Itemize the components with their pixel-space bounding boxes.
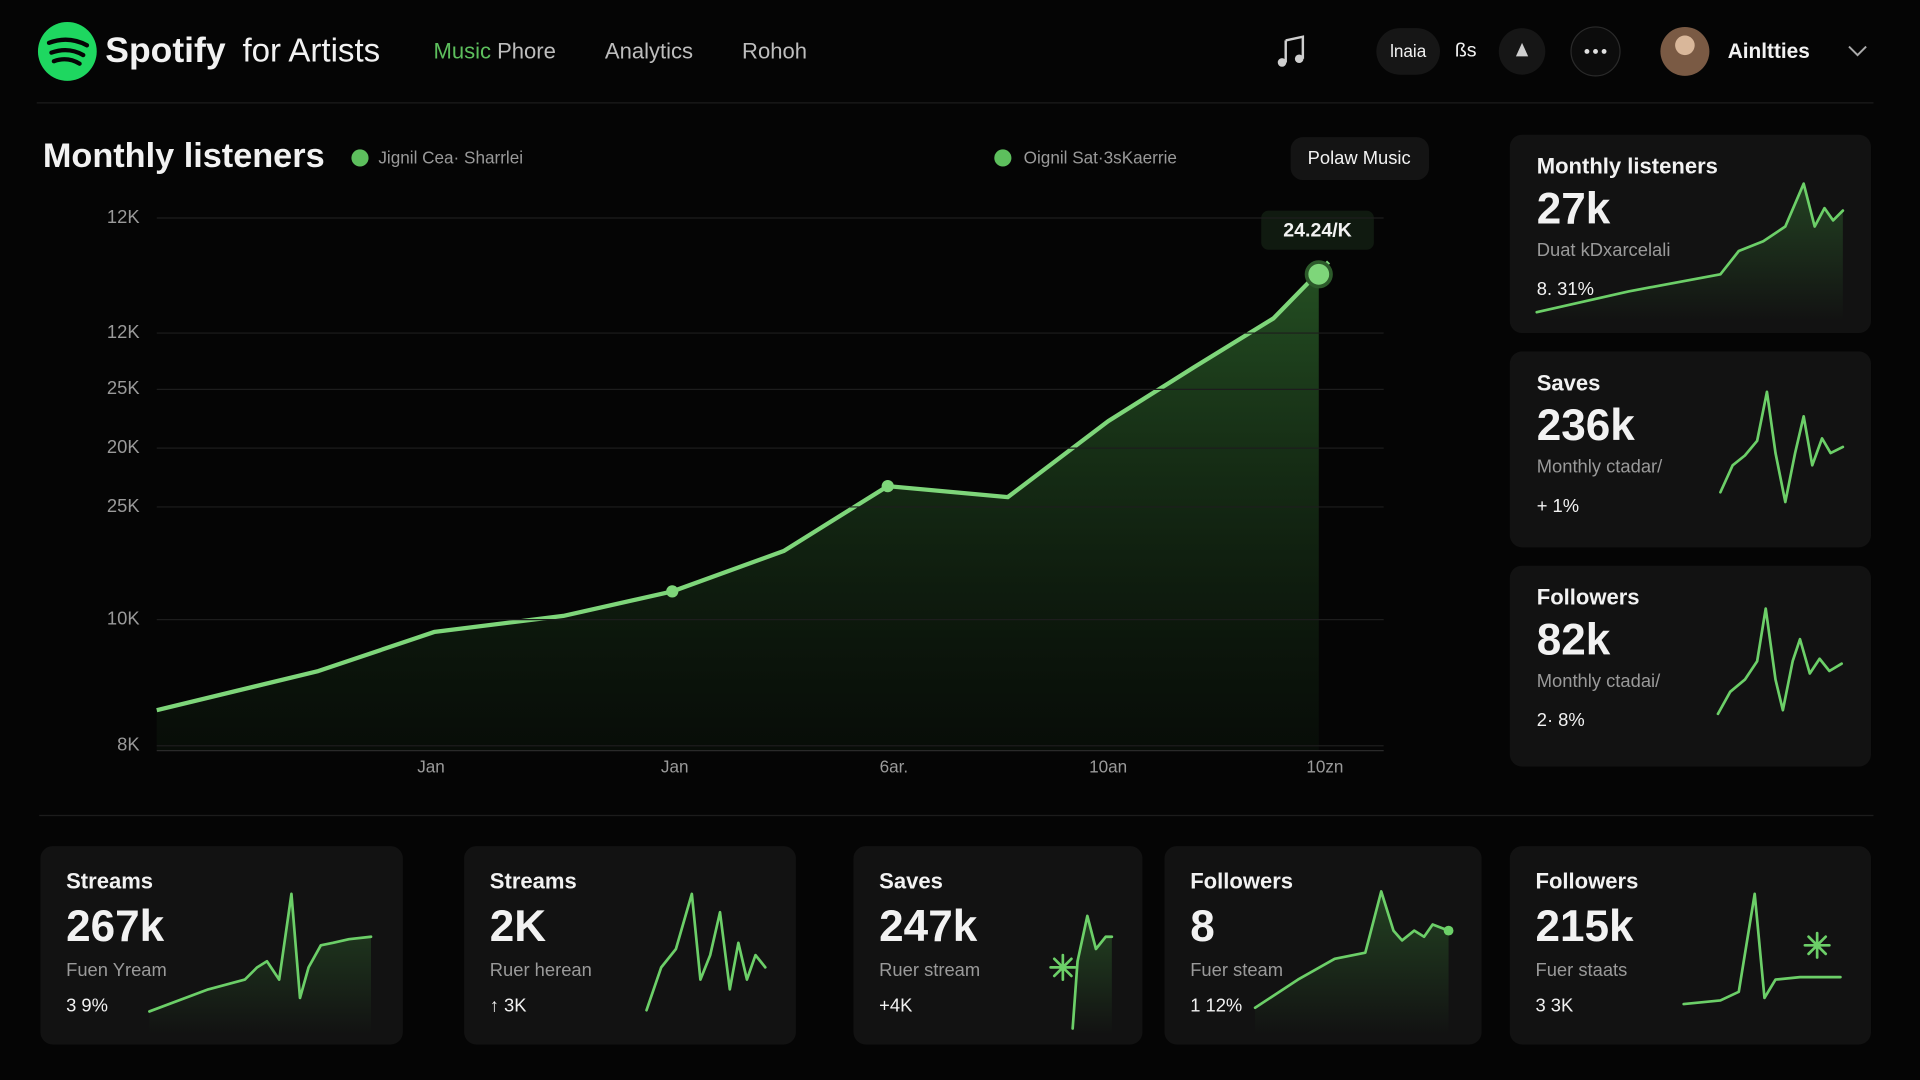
x-tick-label: 10an [1089, 756, 1127, 776]
card-change: + 1% [1537, 495, 1579, 516]
card-value: 82k [1537, 615, 1611, 664]
y-tick-label: 12K [107, 321, 140, 342]
stat-card[interactable] [464, 846, 796, 1045]
y-tick-label: 12K [107, 206, 140, 227]
logo[interactable] [37, 22, 97, 81]
card-value: 215k [1536, 902, 1635, 951]
stat-card[interactable] [853, 846, 1143, 1045]
card-title: Followers [1190, 869, 1293, 894]
icon-text[interactable]: ßs [1455, 40, 1477, 62]
avatar-face [1675, 35, 1695, 56]
x-tick-label: Jan [417, 756, 445, 776]
stat-card[interactable] [1509, 846, 1872, 1045]
more-dots [1584, 48, 1607, 54]
x-tick-label: Jan [661, 756, 689, 776]
card-value: 247k [879, 902, 978, 951]
sparklines [148, 182, 1845, 1035]
card-sub: Ruer herean [490, 959, 592, 980]
card-change: 3 3K [1536, 994, 1575, 1015]
tooltip-box [1261, 210, 1374, 250]
card-title: Saves [879, 869, 943, 894]
chart-point[interactable] [666, 585, 679, 598]
card-value: 8 [1190, 902, 1215, 951]
card-title: Streams [490, 869, 577, 894]
card-change: 2· 8% [1537, 709, 1585, 730]
card-title: Followers [1536, 869, 1639, 894]
brand-suffix: for Artists [242, 32, 380, 69]
nav-word: Phore [497, 38, 556, 63]
pill-label: lnaia [1390, 41, 1427, 61]
y-tick-label: 20K [107, 436, 140, 457]
card-sub: Monthly ctadar/ [1537, 456, 1663, 477]
card-change: 8. 31% [1537, 278, 1594, 299]
legend-label[interactable]: Jignil Cea· Sharrlei [378, 148, 523, 168]
card-sub: Fuen Yream [66, 959, 167, 980]
chart-point-highlight[interactable] [1304, 260, 1333, 289]
card-change: 3 9% [66, 994, 108, 1015]
card-title: Monthly listeners [1537, 154, 1718, 179]
nav-item[interactable]: Analytics [605, 38, 693, 63]
user-name[interactable]: Ainltties [1728, 40, 1810, 63]
nav-item[interactable]: Music Phore [433, 38, 555, 63]
stat-card[interactable] [1509, 351, 1872, 548]
brand[interactable]: Spotify [105, 30, 226, 70]
music-icon[interactable] [1277, 35, 1305, 67]
stat-card[interactable] [1509, 565, 1872, 767]
user-chevron[interactable] [1848, 45, 1867, 57]
nav-word: Music [433, 38, 491, 63]
card-sub: Fuer steam [1190, 959, 1283, 980]
chart-title: Monthly listeners [43, 137, 325, 175]
y-tick-label: 10K [107, 607, 140, 628]
card-value: 27k [1537, 184, 1611, 233]
card-sub: Monthly ctadai/ [1537, 670, 1661, 691]
filter-button[interactable] [1290, 137, 1429, 180]
legend-dot [994, 149, 1012, 167]
nav-item[interactable]: Rohoh [742, 38, 807, 63]
y-tick-label: 25K [107, 377, 140, 398]
chart-line [156, 260, 1331, 713]
card-sub: Fuer staats [1536, 959, 1628, 980]
y-tick-label: 8K [117, 734, 140, 755]
nav-word: Rohoh [742, 38, 807, 63]
y-tick-label: 25K [107, 495, 140, 516]
card-title: Followers [1537, 585, 1640, 610]
legend-label[interactable]: Oignil Sat·3sKaerrie [1024, 148, 1177, 168]
card-change: +4K [879, 994, 913, 1015]
card-change: ↑ 3K [490, 994, 527, 1015]
filter-button-label[interactable]: Polaw Music [1308, 147, 1411, 168]
card-title: Streams [66, 869, 153, 894]
tooltip-label: 24.24/K [1283, 220, 1352, 242]
card-value: 267k [66, 902, 165, 951]
x-tick-label: 10zn [1306, 756, 1343, 776]
chart-point[interactable] [881, 480, 894, 493]
card-sub: Duat kDxarcelali [1537, 239, 1671, 260]
card-value: 2K [490, 902, 547, 951]
nav-word: Analytics [605, 38, 693, 63]
pill-button[interactable] [1376, 28, 1440, 75]
x-tick-label: 6ar. [880, 756, 909, 776]
bell-icon [1515, 42, 1529, 57]
card-title: Saves [1537, 370, 1601, 395]
card-value: 236k [1537, 401, 1636, 450]
card-change: 1 12% [1190, 994, 1242, 1015]
legend-dot [351, 149, 369, 167]
card-sub: Ruer stream [879, 959, 980, 980]
